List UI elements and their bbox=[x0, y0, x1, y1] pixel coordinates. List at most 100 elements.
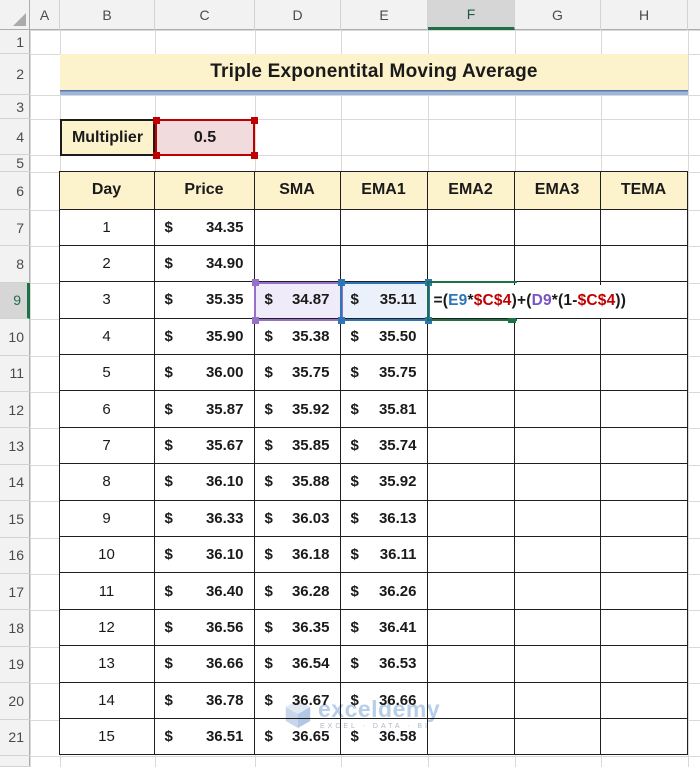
cell-C14[interactable]: $36.10 bbox=[154, 464, 255, 501]
selection-handle[interactable] bbox=[250, 116, 258, 124]
cell-E20[interactable]: $36.66 bbox=[340, 682, 428, 719]
cell-B7[interactable]: 1 bbox=[59, 209, 155, 246]
row-header-11[interactable]: 11 bbox=[0, 356, 30, 392]
select-all-corner[interactable] bbox=[0, 0, 30, 30]
cell-B21[interactable]: 15 bbox=[59, 718, 155, 756]
row-header-14[interactable]: 14 bbox=[0, 465, 30, 502]
cell-D11[interactable]: $35.75 bbox=[254, 355, 341, 392]
cell-C17[interactable]: $36.40 bbox=[154, 573, 255, 610]
cell-B12[interactable]: 6 bbox=[59, 391, 155, 428]
cell-E13[interactable]: $35.74 bbox=[340, 427, 428, 465]
cell-H18[interactable] bbox=[600, 609, 688, 647]
row-header-6[interactable]: 6 bbox=[0, 172, 30, 210]
cell-H12[interactable] bbox=[600, 391, 688, 428]
cell-G10[interactable] bbox=[514, 318, 601, 356]
cell-B20[interactable]: 14 bbox=[59, 682, 155, 719]
cell-F15[interactable] bbox=[427, 500, 515, 538]
cell-C10[interactable]: $35.90 bbox=[154, 318, 255, 356]
cell-E8[interactable] bbox=[340, 245, 428, 283]
selection-handle[interactable] bbox=[152, 116, 160, 124]
row-header-1[interactable]: 1 bbox=[0, 30, 30, 54]
cell-F12[interactable] bbox=[427, 391, 515, 428]
row-header-16[interactable]: 16 bbox=[0, 538, 30, 574]
cell-C20[interactable]: $36.78 bbox=[154, 682, 255, 719]
cell-D17[interactable]: $36.28 bbox=[254, 573, 341, 610]
cell-C15[interactable]: $36.33 bbox=[154, 500, 255, 538]
cell-E12[interactable]: $35.81 bbox=[340, 391, 428, 428]
row-header-19[interactable]: 19 bbox=[0, 647, 30, 684]
cell-F13[interactable] bbox=[427, 427, 515, 465]
cell-D12[interactable]: $35.92 bbox=[254, 391, 341, 428]
cell-G7[interactable] bbox=[514, 209, 601, 246]
cell-D15[interactable]: $36.03 bbox=[254, 500, 341, 538]
cell-H8[interactable] bbox=[600, 245, 688, 283]
cell-H7[interactable] bbox=[600, 209, 688, 246]
cell-B17[interactable]: 11 bbox=[59, 573, 155, 610]
cell-B13[interactable]: 7 bbox=[59, 427, 155, 465]
cell-F18[interactable] bbox=[427, 609, 515, 647]
multiplier-value-cell[interactable]: 0.5 bbox=[152, 116, 258, 159]
cell-B19[interactable]: 13 bbox=[59, 646, 155, 683]
cell-G8[interactable] bbox=[514, 245, 601, 283]
cell-D19[interactable]: $36.54 bbox=[254, 646, 341, 683]
column-header-C[interactable]: C bbox=[155, 0, 255, 30]
cell-G16[interactable] bbox=[514, 537, 601, 574]
row-header-21[interactable]: 21 bbox=[0, 720, 30, 756]
cell-C9[interactable]: $35.35 bbox=[154, 282, 255, 319]
cell-H10[interactable] bbox=[600, 318, 688, 356]
cell-E9[interactable]: $35.11 bbox=[340, 282, 428, 319]
column-header-E[interactable]: E bbox=[341, 0, 428, 30]
cell-D10[interactable]: $35.38 bbox=[254, 318, 341, 356]
cell-D9[interactable]: $34.87 bbox=[254, 282, 341, 319]
row-header-5[interactable]: 5 bbox=[0, 155, 30, 172]
table-header-ema3[interactable]: EMA3 bbox=[514, 171, 601, 210]
cell-C18[interactable]: $36.56 bbox=[154, 609, 255, 647]
row-header-3[interactable]: 3 bbox=[0, 95, 30, 119]
row-header-15[interactable]: 15 bbox=[0, 501, 30, 538]
row-header-8[interactable]: 8 bbox=[0, 246, 30, 283]
table-header-ema2[interactable]: EMA2 bbox=[427, 171, 515, 210]
row-header-7[interactable]: 7 bbox=[0, 210, 30, 247]
cell-H19[interactable] bbox=[600, 646, 688, 683]
column-header-A[interactable]: A bbox=[30, 0, 60, 30]
cell-G21[interactable] bbox=[514, 718, 601, 756]
cell-H14[interactable] bbox=[600, 464, 688, 501]
cell-E15[interactable]: $36.13 bbox=[340, 500, 428, 538]
cell-C21[interactable]: $36.51 bbox=[154, 718, 255, 756]
formula-edit-box[interactable]: =(E9 * $C$4)+(D9 *(1- $C$4)) bbox=[429, 284, 684, 318]
cell-G18[interactable] bbox=[514, 609, 601, 647]
cell-F16[interactable] bbox=[427, 537, 515, 574]
cell-F19[interactable] bbox=[427, 646, 515, 683]
cell-G15[interactable] bbox=[514, 500, 601, 538]
cell-H13[interactable] bbox=[600, 427, 688, 465]
cell-E14[interactable]: $35.92 bbox=[340, 464, 428, 501]
cell-B10[interactable]: 4 bbox=[59, 318, 155, 356]
cell-E21[interactable]: $36.58 bbox=[340, 718, 428, 756]
cell-F8[interactable] bbox=[427, 245, 515, 283]
fill-handle[interactable] bbox=[508, 317, 516, 323]
column-header-G[interactable]: G bbox=[515, 0, 601, 30]
cell-E16[interactable]: $36.11 bbox=[340, 537, 428, 574]
cell-H20[interactable] bbox=[600, 682, 688, 719]
cell-D18[interactable]: $36.35 bbox=[254, 609, 341, 647]
cell-E7[interactable] bbox=[340, 209, 428, 246]
cell-C12[interactable]: $35.87 bbox=[154, 391, 255, 428]
row-header-20[interactable]: 20 bbox=[0, 683, 30, 720]
cell-D14[interactable]: $35.88 bbox=[254, 464, 341, 501]
column-header-H[interactable]: H bbox=[601, 0, 688, 30]
row-header-13[interactable]: 13 bbox=[0, 428, 30, 465]
cell-D8[interactable] bbox=[254, 245, 341, 283]
cell-E19[interactable]: $36.53 bbox=[340, 646, 428, 683]
selection-handle[interactable] bbox=[152, 151, 160, 159]
table-header-ema1[interactable]: EMA1 bbox=[340, 171, 428, 210]
cell-D13[interactable]: $35.85 bbox=[254, 427, 341, 465]
row-header-10[interactable]: 10 bbox=[0, 319, 30, 356]
cell-F14[interactable] bbox=[427, 464, 515, 501]
column-header-B[interactable]: B bbox=[60, 0, 155, 30]
multiplier-label-cell[interactable]: Multiplier bbox=[60, 119, 155, 156]
cell-C11[interactable]: $36.00 bbox=[154, 355, 255, 392]
cell-B16[interactable]: 10 bbox=[59, 537, 155, 574]
cell-F10[interactable] bbox=[427, 318, 515, 356]
cell-H16[interactable] bbox=[600, 537, 688, 574]
cell-F20[interactable] bbox=[427, 682, 515, 719]
